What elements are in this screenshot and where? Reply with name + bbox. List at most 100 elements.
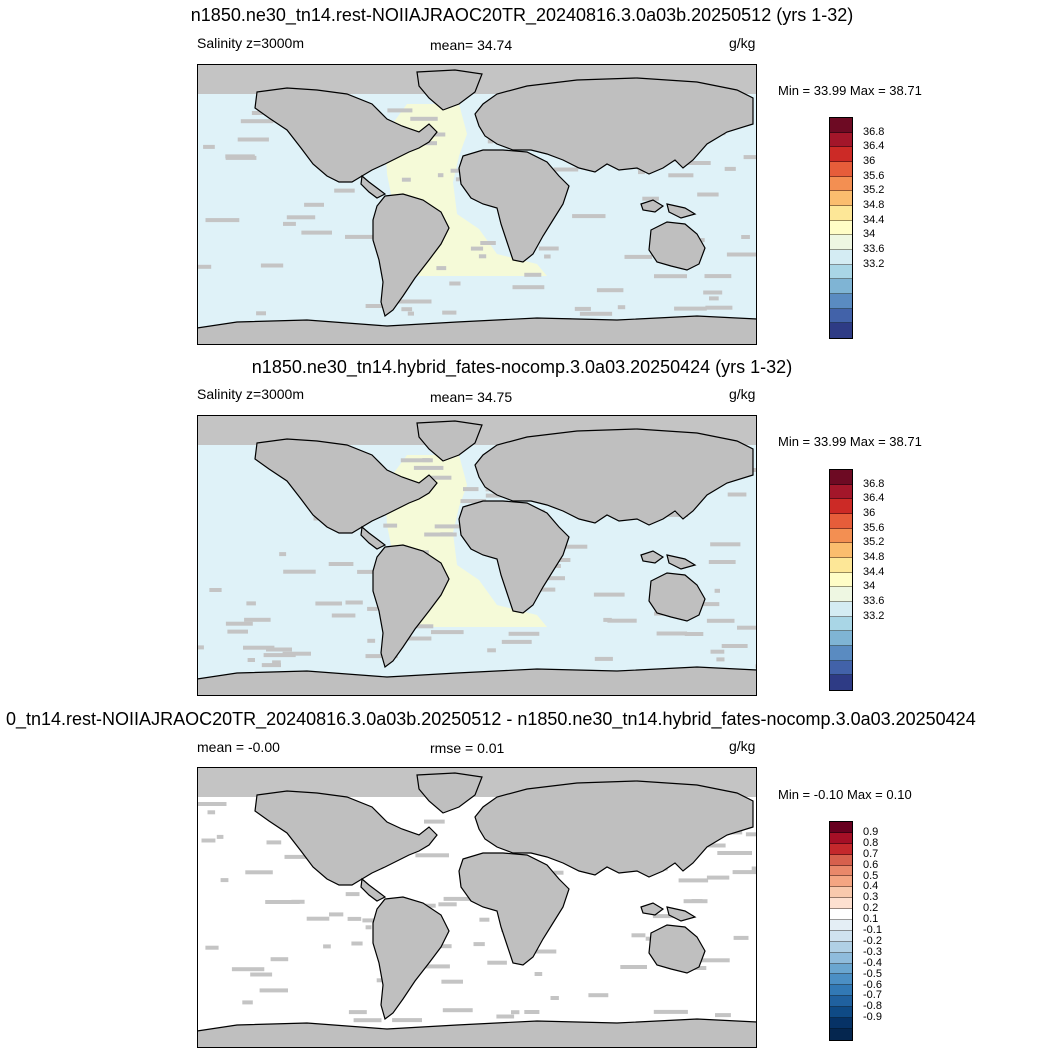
missing-data-patch bbox=[205, 218, 240, 223]
colorbar-tick-label: 36.8 bbox=[863, 477, 885, 490]
missing-data-patch bbox=[424, 532, 457, 537]
missing-data-patch bbox=[347, 916, 362, 921]
missing-data-patch bbox=[266, 647, 292, 652]
panel-1-map bbox=[197, 64, 757, 345]
missing-data-patch bbox=[479, 917, 490, 922]
colorbar-swatch bbox=[830, 974, 852, 986]
colorbar-swatch bbox=[830, 952, 852, 964]
land-mass bbox=[254, 438, 438, 534]
missing-data-patch bbox=[745, 832, 757, 837]
missing-data-patch bbox=[704, 274, 732, 279]
colorbar-swatch bbox=[830, 264, 852, 280]
land-mass bbox=[360, 877, 387, 902]
colorbar-tick-label: 33.6 bbox=[863, 243, 885, 255]
land-mass bbox=[474, 428, 754, 526]
missing-data-patch bbox=[422, 458, 430, 463]
map-frame bbox=[197, 767, 757, 1048]
missing-data-patch bbox=[246, 601, 256, 606]
land-mass bbox=[458, 500, 570, 614]
colorbar-swatch bbox=[830, 675, 852, 690]
colorbar-swatch bbox=[830, 191, 852, 206]
missing-data-patch bbox=[721, 644, 748, 648]
missing-data-patch bbox=[533, 587, 556, 592]
colorbar-swatch bbox=[830, 205, 852, 221]
colorbar-swatch bbox=[830, 941, 852, 953]
missing-data-patch bbox=[449, 281, 461, 286]
missing-data-patch bbox=[367, 638, 376, 643]
land-mass bbox=[640, 550, 665, 564]
missing-data-patch bbox=[301, 230, 332, 235]
missing-data-patch bbox=[508, 631, 540, 636]
missing-data-patch bbox=[684, 632, 704, 636]
colorbar-swatch bbox=[830, 513, 852, 529]
missing-data-patch bbox=[362, 918, 374, 923]
missing-data-patch bbox=[706, 875, 730, 880]
colorbar-tick-label: 36.4 bbox=[863, 492, 885, 505]
missing-data-patch bbox=[207, 810, 216, 815]
missing-data-patch bbox=[593, 592, 625, 597]
land-mass bbox=[640, 902, 665, 916]
missing-data-patch bbox=[470, 246, 484, 251]
colorbar-tick-label: 34.4 bbox=[863, 213, 885, 226]
missing-data-patch bbox=[424, 819, 445, 824]
missing-data-patch bbox=[329, 912, 344, 917]
colorbar-swatch bbox=[830, 557, 852, 573]
missing-data-patch bbox=[501, 639, 532, 644]
missing-data-patch bbox=[424, 964, 450, 969]
missing-data-patch bbox=[438, 902, 457, 907]
colorbar-swatch bbox=[830, 876, 852, 888]
colorbar-swatch bbox=[830, 499, 852, 514]
missing-data-patch bbox=[345, 234, 378, 239]
missing-data-patch bbox=[683, 899, 708, 904]
colorbar-swatch bbox=[830, 822, 852, 833]
missing-data-patch bbox=[751, 866, 757, 871]
missing-data-patch bbox=[392, 1018, 422, 1023]
missing-data-patch bbox=[724, 166, 736, 171]
colorbar-swatch bbox=[830, 898, 852, 910]
missing-data-patch bbox=[624, 254, 653, 259]
missing-data-patch bbox=[197, 645, 204, 650]
land-mass bbox=[416, 420, 483, 462]
colorbar-swatch bbox=[830, 963, 852, 975]
missing-data-patch bbox=[400, 458, 433, 463]
colorbar-swatch bbox=[830, 1018, 852, 1029]
missing-data-patch bbox=[714, 588, 720, 593]
land-mass bbox=[372, 193, 450, 318]
missing-data-patch bbox=[247, 658, 255, 662]
missing-data-patch bbox=[524, 949, 557, 954]
colorbar-swatch bbox=[830, 985, 852, 997]
missing-data-patch bbox=[434, 524, 460, 529]
missing-data-patch bbox=[431, 630, 464, 635]
missing-data-patch bbox=[480, 241, 496, 245]
missing-data-patch bbox=[703, 290, 723, 295]
panel-1-min-max: Min = 33.99 Max = 38.71 bbox=[778, 83, 922, 98]
missing-data-patch bbox=[743, 155, 757, 160]
colorbar-swatch bbox=[830, 660, 852, 676]
missing-data-patch bbox=[709, 296, 719, 301]
colorbar-tick-label: 36 bbox=[863, 507, 876, 519]
missing-data-patch bbox=[263, 653, 296, 658]
colorbar-tick-label: 36.4 bbox=[863, 140, 885, 153]
colorbar-swatch bbox=[830, 920, 852, 931]
missing-data-patch bbox=[383, 523, 398, 528]
colorbar-swatch bbox=[830, 484, 852, 500]
missing-data-patch bbox=[594, 656, 613, 661]
colorbar-tick-label: 0.8 bbox=[863, 836, 879, 849]
colorbar-swatch bbox=[830, 887, 852, 899]
missing-data-patch bbox=[715, 1013, 731, 1018]
missing-data-patch bbox=[367, 606, 378, 611]
colorbar-tick-label: 33.2 bbox=[863, 609, 885, 622]
land-mass bbox=[648, 572, 706, 622]
missing-data-patch bbox=[205, 945, 219, 950]
colorbar-tick-label: -0.1 bbox=[863, 924, 882, 936]
colorbar-swatch bbox=[830, 147, 852, 162]
land-mass bbox=[648, 924, 706, 974]
land-mass bbox=[254, 790, 438, 886]
colorbar-tick-label: 0.7 bbox=[863, 847, 879, 860]
missing-data-patch bbox=[331, 613, 356, 618]
panel-3-map bbox=[197, 767, 757, 1048]
missing-data-patch bbox=[450, 168, 467, 173]
missing-data-patch bbox=[695, 958, 730, 963]
missing-data-patch bbox=[496, 1014, 515, 1019]
panel-1-colorbar bbox=[829, 117, 853, 339]
